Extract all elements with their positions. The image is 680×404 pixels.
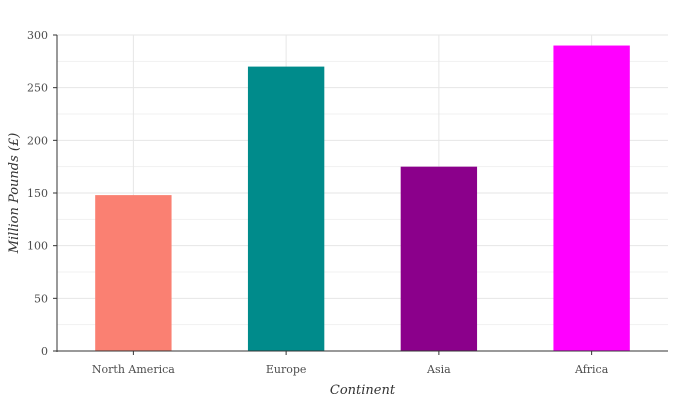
axis-layer: 0 50 100 150 200 250 300 North America Europe Asi… [27,29,668,376]
bar [247,66,325,351]
x-tick-label: Africa [574,363,609,376]
y-tick-label: 300 [27,29,48,42]
y-axis-title: Million Pounds (£) [7,133,22,255]
x-tick-label: North America [92,363,175,376]
y-tick-label: 100 [27,240,48,253]
y-tick-label: 0 [41,345,48,358]
y-tick-label: 250 [27,82,48,95]
x-tick-label: Asia [426,363,451,376]
bar [95,195,172,351]
bar-layer [95,45,630,352]
x-tick-label: Europe [266,363,307,376]
y-tick-label: 150 [27,187,48,200]
y-tick-label: 50 [34,292,48,305]
x-axis-title: Continent [330,383,396,398]
bar [553,45,630,352]
y-tick-label: 200 [27,134,48,147]
bar [400,166,478,351]
